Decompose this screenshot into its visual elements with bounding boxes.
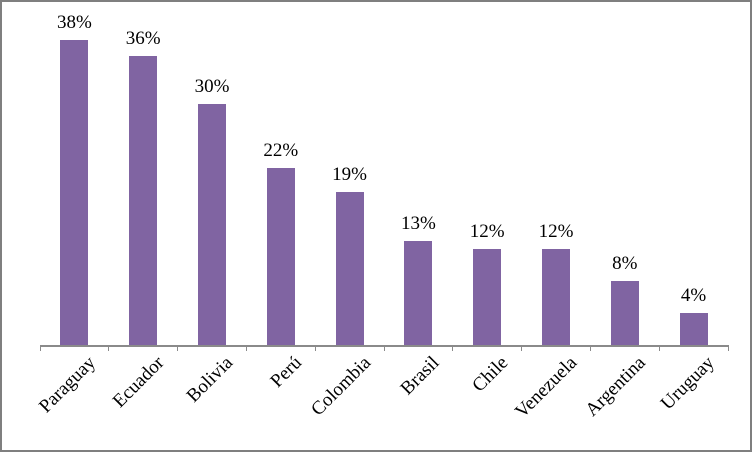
bar-colombia [335, 192, 364, 345]
x-axis-tick [39, 345, 41, 351]
bar-value-label: 36% [125, 28, 161, 49]
bar-argentina [610, 281, 639, 345]
bar-chile [473, 249, 502, 345]
bar-bolivia [198, 104, 226, 345]
x-axis-label: Paraguay [34, 352, 100, 418]
bar-value-label: 22% [263, 140, 299, 161]
bar-value-label: 38% [56, 12, 92, 33]
bar-value-label: 30% [194, 76, 230, 97]
x-axis-tick [177, 345, 179, 351]
x-axis-tick [108, 345, 110, 351]
bar-value-label: 12% [469, 221, 505, 242]
x-axis-label: Argentina [581, 352, 650, 421]
bar-venezuela [542, 249, 570, 345]
x-axis-tick [521, 345, 523, 351]
x-axis-label: Colombia [306, 352, 375, 421]
x-axis-tick [727, 345, 729, 351]
x-axis-tick [383, 345, 385, 351]
x-axis-tick [314, 345, 316, 351]
x-axis-label: Bolivia [182, 352, 238, 407]
x-axis-tick [658, 345, 660, 351]
x-axis-tick [245, 345, 247, 351]
bar-value-label: 12% [538, 221, 574, 242]
bar-value-label: 13% [400, 213, 436, 234]
bar-peru [266, 168, 295, 345]
bar-ecuador [129, 56, 158, 345]
bar-value-label: 8% [612, 253, 638, 274]
x-axis-label: Uruguay [656, 352, 719, 415]
x-axis-tick [452, 345, 454, 351]
bar-paraguay [60, 40, 89, 345]
x-axis-label: Chile [468, 352, 513, 397]
x-axis-label: Brasil [396, 352, 444, 400]
x-axis-label: Ecuador [108, 352, 169, 412]
x-axis-label: Venezuela [511, 352, 582, 423]
bar-value-label: 4% [680, 285, 707, 306]
x-axis-tick [589, 345, 591, 351]
x-axis-label: Perú [266, 352, 306, 392]
bar-uruguay [679, 313, 708, 345]
bar-brasil [404, 241, 433, 345]
bar-value-label: 19% [332, 164, 367, 185]
